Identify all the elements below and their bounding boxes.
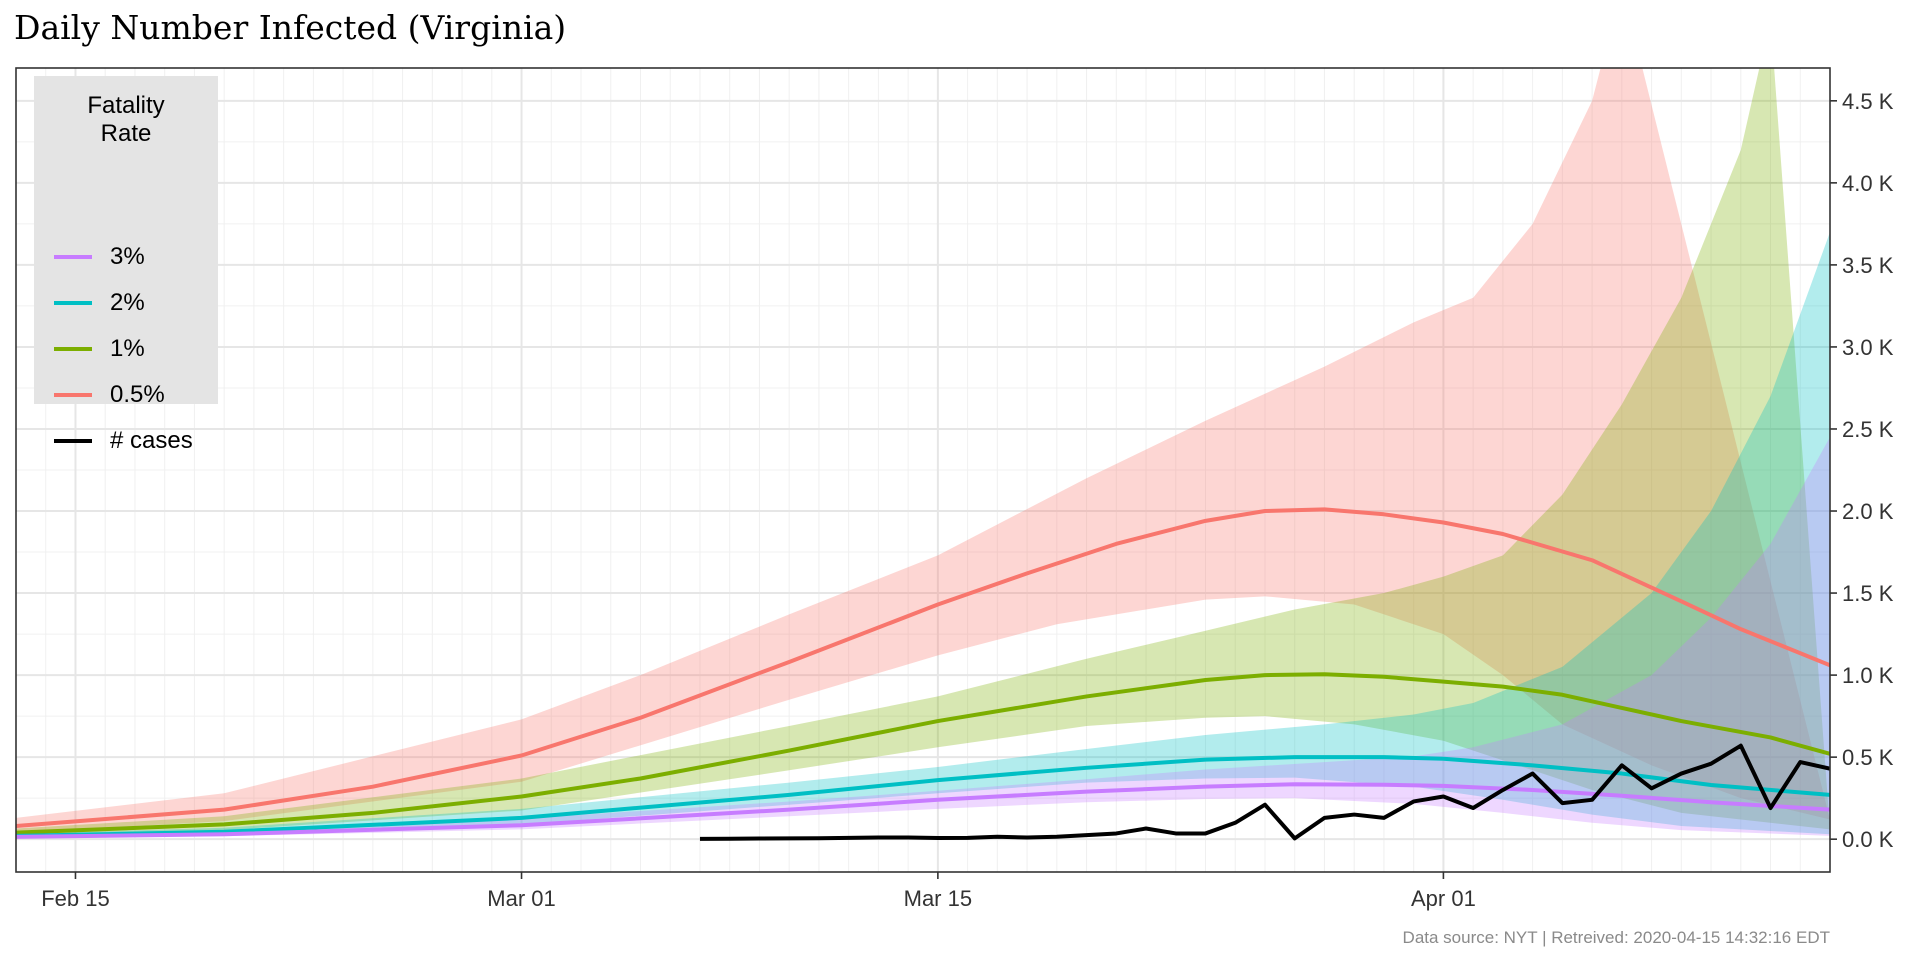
y-tick-label: 4.5 K [1842,89,1894,114]
legend-label: 2% [110,289,145,316]
legend-key [54,439,92,443]
y-tick-label: 0.5 K [1842,745,1894,770]
legend-item-0-5pct: 0.5% [54,380,165,410]
x-tick-label: Mar 01 [487,886,555,911]
series-line-2 [16,755,1830,838]
legend-label: 0.5% [110,381,165,408]
y-tick-label: 3.0 K [1842,335,1894,360]
legend-key [54,347,92,351]
y-tick-label: 2.0 K [1842,499,1894,524]
legend-key [54,301,92,305]
line-layer [16,507,1830,841]
data-source-caption: Data source: NYT | Retreived: 2020-04-15… [1402,928,1830,947]
legend-item-3pct: 3% [54,242,145,272]
legend-label: 1% [110,335,145,362]
y-tick-label: 1.0 K [1842,663,1894,688]
series-line-cases [699,743,1830,841]
legend-key [54,255,92,259]
ribbon-05 [16,68,1830,833]
x-tick-label: Feb 15 [41,886,110,911]
axis-layer: Feb 15 Mar 01 Mar 15 Apr 01 0.0 K 0.5 K 1.0 K 1… [41,89,1893,911]
x-tick-label: Mar 15 [904,886,972,911]
ribbon-1 [16,68,1830,836]
series-line-3 [16,782,1830,839]
panel-border [15,67,1831,873]
legend-label: # cases [110,427,193,454]
series-line-1 [16,672,1830,835]
y-tick-label: 3.5 K [1842,253,1894,278]
y-tick-label: 1.5 K [1842,581,1894,606]
ribbon-layer [16,68,1830,839]
y-tick-label: 2.5 K [1842,417,1894,442]
y-tick-label: 0.0 K [1842,827,1894,852]
series-line-05 [16,507,1830,829]
chart-title: Daily Number Infected (Virginia) [14,8,567,47]
legend-label: 3% [110,243,145,270]
y-tick-label: 4.0 K [1842,171,1894,196]
legend-item-1pct: 1% [54,334,145,364]
legend-item-2pct: 2% [54,288,145,318]
legend-item-cases: # cases [54,426,193,456]
legend-title: Fatality Rate [87,92,165,147]
legend-key [54,393,92,397]
x-tick-label: Apr 01 [1411,886,1476,911]
legend: Fatality Rate 3% 2% 1% 0.5% # cases [34,76,218,454]
